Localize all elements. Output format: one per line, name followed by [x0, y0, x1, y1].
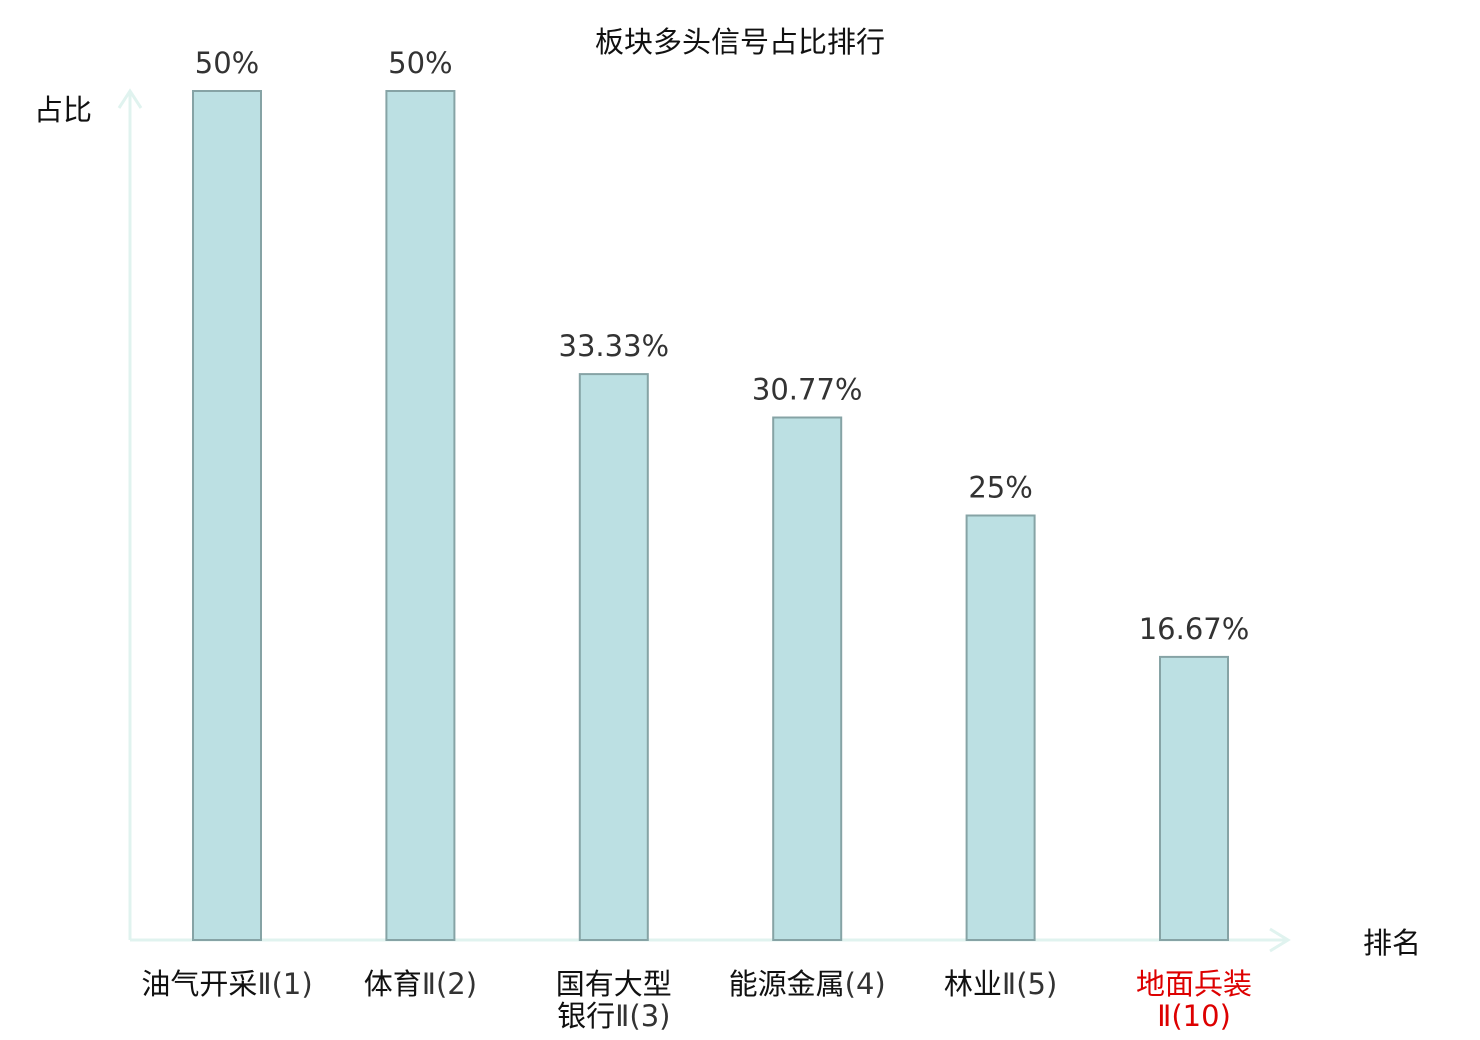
- bars-group: [192, 90, 1229, 942]
- category-rank-1: Ⅱ(1): [257, 967, 312, 1001]
- bar-2: [385, 90, 456, 941]
- category-label-3: 国有大型银行Ⅱ(3): [556, 967, 672, 1033]
- category-label-6: 地面兵装 Ⅱ(10): [1136, 967, 1252, 1033]
- category-name-5: 林业: [944, 967, 1002, 1001]
- value-label-5: 25%: [968, 471, 1032, 505]
- category-name-line1-3: 国有大型: [556, 967, 672, 1001]
- value-label-2: 50%: [388, 46, 452, 80]
- bar-5: [965, 514, 1036, 941]
- category-label-2: 体育Ⅱ(2): [364, 967, 477, 1001]
- bar-4: [772, 416, 843, 941]
- axes: [117, 88, 1291, 953]
- bar-1: [192, 90, 262, 941]
- x-axis-label: 排名: [1363, 926, 1421, 960]
- category-rank-4: (4): [845, 967, 886, 1001]
- category-label-4: 能源金属(4): [729, 967, 886, 1001]
- category-labels-group: 油气开采Ⅱ(1) 体育Ⅱ(2) 国有大型银行Ⅱ(3) 能源金属(4) 林业Ⅱ(5) 地面兵…: [141, 967, 1252, 1033]
- category-name-line2-3: 银行: [557, 999, 615, 1033]
- category-label-1: 油气开采Ⅱ(1): [141, 967, 312, 1001]
- category-name-1: 油气开采: [141, 967, 257, 1001]
- y-axis-arrow: [117, 88, 143, 109]
- category-rank-2: Ⅱ(2): [422, 967, 477, 1001]
- category-rank-5: Ⅱ(5): [1002, 967, 1057, 1001]
- value-label-4: 30.77%: [752, 373, 863, 407]
- chart-title: 板块多头信号占比排行: [595, 25, 885, 59]
- y-axis-label: 占比: [34, 93, 92, 127]
- bar-3: [578, 373, 649, 942]
- category-name-2: 体育: [364, 967, 422, 1001]
- value-label-1: 50%: [195, 46, 259, 80]
- value-labels-group: 50% 50% 33.33% 30.77% 25% 16.67%: [195, 46, 1250, 646]
- category-rank-6: Ⅱ(10): [1157, 999, 1231, 1033]
- bar-6: [1159, 655, 1229, 942]
- value-label-6: 16.67%: [1139, 612, 1250, 646]
- category-name-6: 地面兵装: [1136, 967, 1252, 1001]
- x-axis-arrow: [1269, 927, 1291, 953]
- value-label-3: 33.33%: [559, 329, 670, 363]
- category-rank-3: Ⅱ(3): [615, 999, 670, 1033]
- category-name-4: 能源金属: [729, 967, 845, 1001]
- category-label-5: 林业Ⅱ(5): [944, 967, 1057, 1001]
